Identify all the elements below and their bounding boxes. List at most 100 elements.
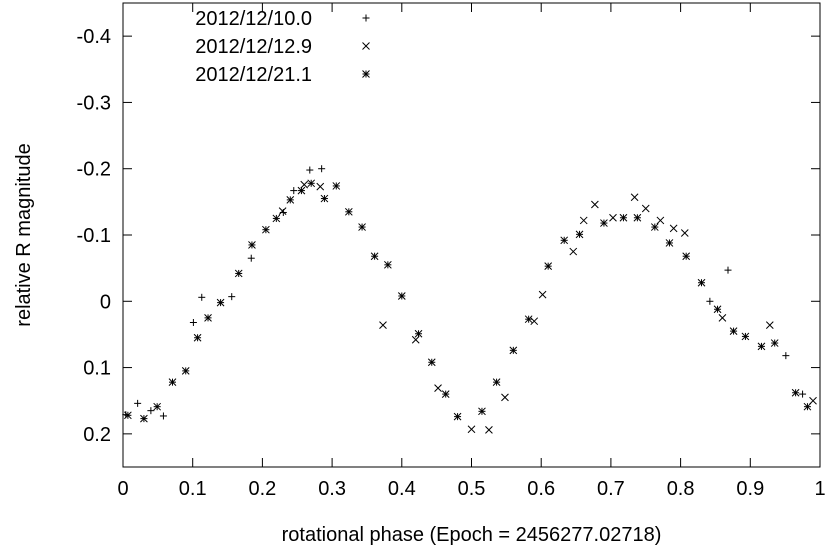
data-point-x (379, 321, 387, 330)
data-point-x (609, 213, 617, 222)
y-tick-label: -0.2 (77, 159, 111, 181)
data-point-x (579, 216, 588, 225)
x-tick-label: 0.3 (318, 478, 346, 500)
x-tick-label: 0.6 (527, 478, 555, 500)
data-point-asterisk (181, 367, 190, 375)
data-point-plus (198, 293, 206, 301)
data-point-plus (706, 297, 714, 305)
x-tick-label: 0.5 (458, 478, 486, 500)
data-point-asterisk (803, 402, 812, 411)
data-point-asterisk (478, 407, 486, 416)
x-axis-label: rotational phase (Epoch = 2456277.02718) (282, 524, 662, 546)
data-point-asterisk (297, 186, 306, 195)
data-point-asterisk (600, 219, 608, 227)
data-point-asterisk (344, 207, 353, 216)
data-point-asterisk (193, 333, 202, 342)
x-tick-label: 0 (117, 478, 128, 500)
data-point-asterisk (307, 179, 316, 188)
y-tick-label: 0.1 (83, 358, 111, 380)
data-point-x (300, 180, 309, 189)
data-point-asterisk (619, 213, 628, 222)
data-point-asterisk (248, 241, 256, 249)
data-point-x (641, 204, 650, 213)
data-point-asterisk (633, 213, 642, 222)
data-point-asterisk (697, 278, 706, 287)
data-point-plus (159, 412, 167, 420)
data-point-asterisk (665, 239, 674, 247)
data-point-asterisk (286, 196, 295, 204)
data-point-x (569, 247, 578, 256)
data-point-plus (189, 318, 197, 326)
x-tick-label: 0.4 (388, 478, 416, 500)
data-point-asterisk (757, 342, 766, 351)
y-tick-label: -0.1 (77, 225, 111, 247)
x-tick-label: 0.8 (667, 478, 695, 500)
data-point-x (718, 314, 727, 322)
x-tick-label: 0.2 (248, 478, 276, 500)
data-point-asterisk (453, 412, 462, 421)
data-point-asterisk (492, 378, 501, 387)
data-point-x (411, 335, 420, 344)
data-point-plus (799, 390, 807, 398)
data-point-x (278, 207, 287, 215)
x-tick-label: 0.9 (736, 478, 764, 500)
legend-marker-x (362, 42, 370, 50)
data-point-plus (290, 187, 298, 195)
y-tick-label: 0 (100, 291, 111, 313)
data-point-plus (318, 165, 326, 173)
data-point-asterisk (544, 262, 553, 271)
data-point-plus (306, 166, 314, 174)
y-tick-label: 0.2 (83, 424, 111, 446)
data-point-plus (228, 293, 236, 301)
data-point-plus (782, 352, 790, 360)
data-point-asterisk (332, 182, 341, 190)
data-point-asterisk (320, 194, 329, 203)
data-point-asterisk (427, 358, 436, 367)
plot-frame (122, 2, 821, 468)
data-point-asterisk (153, 402, 162, 411)
data-point-asterisk (358, 223, 366, 231)
data-point-asterisk (384, 260, 392, 269)
data-point-asterisk (370, 252, 379, 261)
data-point-asterisk (124, 411, 132, 420)
data-point-asterisk (262, 225, 270, 234)
data-point-asterisk (509, 346, 518, 355)
data-point-asterisk (682, 252, 691, 261)
data-point-x (501, 393, 509, 402)
data-point-x (630, 193, 639, 202)
data-point-asterisk (204, 314, 212, 322)
data-point-x (485, 426, 493, 434)
legend-marker-plus (362, 14, 370, 22)
data-point-x (656, 216, 665, 225)
data-point-asterisk (168, 378, 177, 387)
x-tick-label: 0.7 (597, 478, 625, 500)
data-point-x (467, 425, 476, 434)
y-tick-label: -0.3 (77, 92, 111, 114)
x-tick-label: 1 (814, 478, 825, 500)
y-tick-label: -0.4 (77, 26, 111, 48)
axis-ticks (122, 3, 821, 467)
data-point-x (538, 290, 547, 299)
data-point-x (434, 384, 442, 392)
data-point-asterisk (741, 332, 750, 341)
x-tick-label: 0.1 (179, 478, 207, 500)
data-point-plus (247, 254, 255, 262)
data-point-asterisk (524, 315, 533, 324)
data-point-x (765, 321, 774, 330)
data-point-x (591, 200, 599, 209)
data-point-asterisk (272, 214, 281, 223)
data-point-plus (147, 407, 155, 415)
data-point-asterisk (140, 414, 148, 423)
data-point-asterisk (441, 390, 450, 398)
data-point-asterisk (770, 339, 779, 347)
data-point-asterisk (713, 305, 722, 314)
data-points (122, 165, 817, 434)
y-axis-label: relative R magnitude (13, 143, 35, 326)
data-point-asterisk (414, 329, 423, 338)
data-point-asterisk (575, 230, 584, 239)
data-point-x (680, 229, 689, 237)
data-point-plus (724, 266, 732, 274)
tick-labels: 0 0.1 0.2 0.3 0.4 0.5 0.6 0.7 0.8 0.9 1 -0.4 -0.3 -0.… (77, 26, 826, 500)
data-point-asterisk (560, 236, 569, 245)
